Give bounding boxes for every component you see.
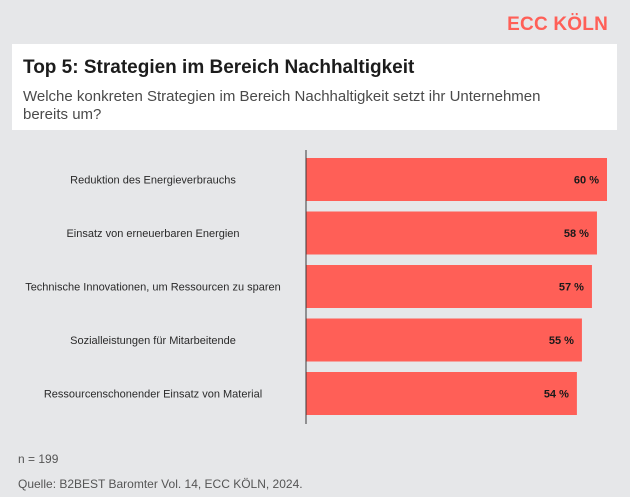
bar-3 [306,265,592,308]
title-panel: Top 5: Strategien im Bereich Nachhaltigk… [12,44,617,130]
bar-4 [306,318,582,362]
bar-chart: Reduktion des Energieverbrauchs 60 % Einsa… [0,148,630,438]
value-label-1: 60 % [574,175,599,187]
category-label-4: Sozialleistungen für Mitarbeitende [70,335,236,347]
category-label-1: Reduktion des Energieverbrauchs [70,175,236,187]
value-label-2: 58 % [564,228,589,240]
value-label-3: 57 % [559,282,584,294]
chart-title: Top 5: Strategien im Bereich Nachhaltigk… [23,57,415,78]
source-note: Quelle: B2BEST Baromter Vol. 14, ECC KÖL… [18,477,303,491]
chart-subtitle: Welche konkreten Strategien im Bereich N… [23,88,541,123]
bar-chart-svg: Reduktion des Energieverbrauchs 60 % Einsa… [25,150,607,424]
bar-5 [306,372,577,415]
bar-1 [306,158,607,201]
value-label-5: 54 % [544,389,569,401]
bar-2 [306,211,597,255]
value-label-4: 55 % [549,335,574,347]
category-label-5: Ressourcenschonender Einsatz von Materia… [44,389,262,401]
category-label-2: Einsatz von erneuerbaren Energien [66,228,239,240]
brand-logo: ECC KÖLN [507,14,608,35]
category-label-3: Technische Innovationen, um Ressourcen z… [25,282,281,294]
sample-size-note: n = 199 [18,452,59,466]
